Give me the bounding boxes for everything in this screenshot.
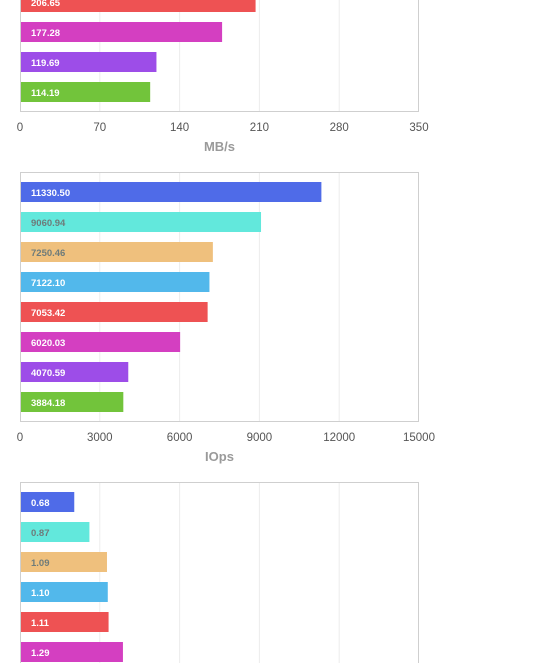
bar	[21, 392, 124, 412]
bar	[21, 182, 322, 202]
bar	[21, 492, 75, 512]
bar-value-label: 0.68	[31, 498, 50, 509]
x-tick-label: 0	[17, 432, 23, 444]
bar	[21, 612, 109, 632]
x-tick-label: 0	[17, 122, 23, 134]
bar	[21, 642, 123, 662]
x-tick-label: 210	[250, 122, 269, 134]
bar-value-label: 119.69	[31, 58, 60, 69]
plot-frame	[20, 482, 419, 663]
bar	[21, 302, 208, 322]
x-tick-label: 9000	[247, 432, 273, 444]
plot-frame	[20, 172, 419, 422]
bar-value-label: 4070.59	[31, 368, 65, 379]
bar-value-label: 6020.03	[31, 338, 65, 349]
bar	[21, 582, 108, 602]
x-tick-label: 350	[409, 122, 428, 134]
x-axis-label: IOps	[205, 449, 234, 464]
x-tick-label: 140	[170, 122, 189, 134]
bar-value-label: 177.28	[31, 28, 60, 39]
bar-value-label: 7053.42	[31, 308, 65, 319]
bar	[21, 52, 157, 72]
bar	[21, 212, 262, 232]
plot-frame	[20, 0, 419, 112]
bar	[21, 22, 223, 42]
bar-value-label: 1.11	[31, 618, 50, 629]
bar-value-label: 1.09	[31, 558, 50, 569]
x-tick-label: 6000	[167, 432, 193, 444]
x-tick-label: 12000	[323, 432, 355, 444]
bar-value-label: 11330.50	[31, 188, 70, 199]
bar-value-label: 9060.94	[31, 218, 66, 229]
bar	[21, 522, 90, 542]
bar	[21, 362, 129, 382]
bar-value-label: 206.65	[31, 0, 61, 9]
bar	[21, 272, 210, 292]
bar	[21, 0, 256, 12]
bar-value-label: 7250.46	[31, 248, 65, 259]
bar-value-label: 1.10	[31, 588, 50, 599]
bar-value-label: 0.87	[31, 528, 50, 539]
bar	[21, 332, 181, 352]
x-tick-label: 15000	[403, 432, 435, 444]
x-axis-label: MB/s	[204, 139, 235, 154]
bar	[21, 242, 213, 262]
x-tick-label: 280	[330, 122, 349, 134]
bar	[21, 552, 107, 572]
bar	[21, 82, 151, 102]
x-tick-label: 3000	[87, 432, 113, 444]
bar-value-label: 1.29	[31, 648, 50, 659]
bar-value-label: 7122.10	[31, 278, 65, 289]
bar-value-label: 114.19	[31, 88, 60, 99]
bar-value-label: 3884.18	[31, 398, 65, 409]
x-tick-label: 70	[93, 122, 106, 134]
